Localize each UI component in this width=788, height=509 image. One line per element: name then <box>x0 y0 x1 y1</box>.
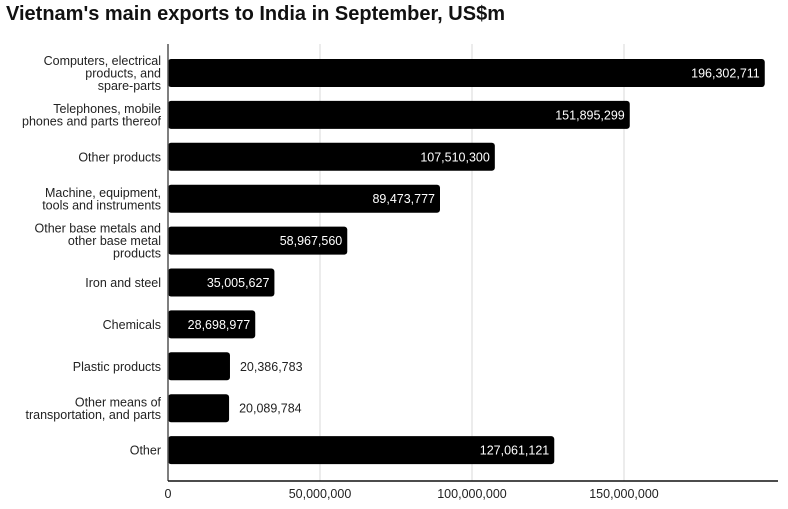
data-label: 107,510,300 <box>420 150 490 164</box>
data-label: 89,473,777 <box>372 192 435 206</box>
category-label: Iron and steel <box>85 276 161 290</box>
category-label: products <box>113 247 161 261</box>
category-label: Chemicals <box>103 318 161 332</box>
data-label: 20,089,784 <box>239 402 302 416</box>
category-label: products, and <box>85 67 161 81</box>
bar <box>168 59 765 87</box>
bar <box>168 100 630 129</box>
bar <box>168 394 230 423</box>
x-tick-label: 150,000,000 <box>589 487 659 501</box>
data-label: 58,967,560 <box>280 234 343 248</box>
category-label: spare-parts <box>98 79 161 93</box>
category-label: Other <box>130 444 161 458</box>
category-label: other base metal <box>68 234 161 248</box>
category-label: Other products <box>78 150 161 164</box>
data-label: 151,895,299 <box>555 108 625 122</box>
category-label: Other means of <box>75 395 162 409</box>
data-label: 20,386,783 <box>240 360 303 374</box>
category-label: transportation, and parts <box>26 408 162 422</box>
category-label: phones and parts thereof <box>22 115 162 129</box>
bar <box>168 142 495 171</box>
bar <box>168 436 555 465</box>
data-label: 35,005,627 <box>207 276 270 290</box>
bar <box>168 184 441 213</box>
category-label: Telephones, mobile <box>53 102 161 116</box>
bar <box>168 310 256 339</box>
x-tick-label: 50,000,000 <box>289 487 352 501</box>
category-label: Machine, equipment, <box>45 186 161 200</box>
data-label: 127,061,121 <box>480 444 550 458</box>
x-tick-label: 100,000,000 <box>437 487 507 501</box>
data-label: 28,698,977 <box>188 318 251 332</box>
category-label: Other base metals and <box>35 222 162 236</box>
chart-title: Vietnam's main exports to India in Septe… <box>6 3 505 25</box>
category-label: Plastic products <box>73 360 161 374</box>
x-tick-label: 0 <box>165 487 172 501</box>
data-label: 196,302,711 <box>691 67 760 81</box>
bar <box>168 352 230 381</box>
category-label: tools and instruments <box>42 198 161 212</box>
category-label: Computers, electrical <box>44 54 161 68</box>
bar <box>168 268 275 297</box>
bar <box>168 226 348 255</box>
